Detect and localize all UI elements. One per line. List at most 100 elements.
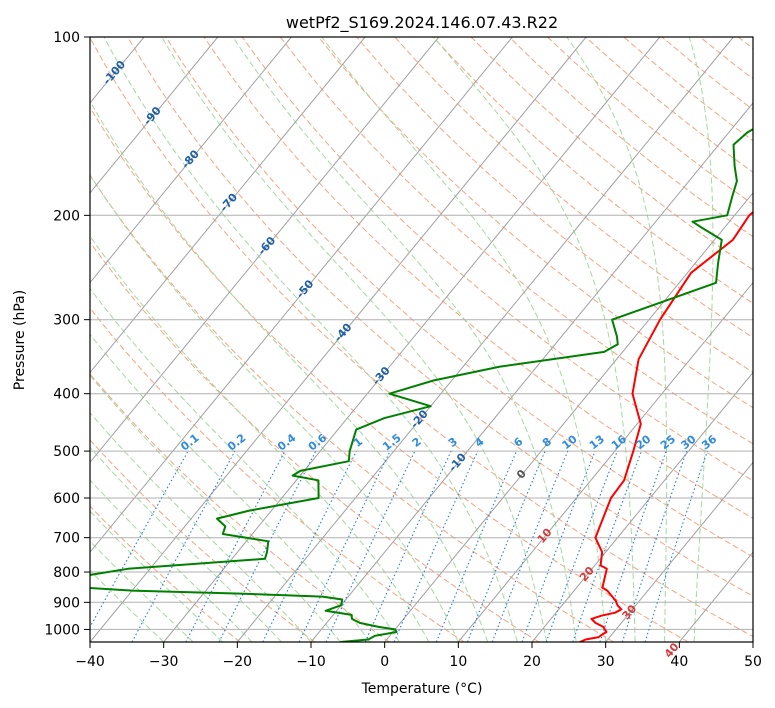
x-tick-label: 20 bbox=[523, 654, 541, 670]
x-tick-label: −30 bbox=[149, 654, 179, 670]
dry-adiabat bbox=[623, 37, 753, 142]
isotherm bbox=[752, 641, 753, 642]
y-tick-label: 200 bbox=[53, 208, 80, 224]
mixing-ratio-label: 30 bbox=[679, 432, 699, 452]
mixing-ratio-line bbox=[572, 450, 643, 642]
moist-adiabat bbox=[433, 37, 636, 642]
dry-adiabat bbox=[90, 241, 540, 642]
mixing-ratio-label: 16 bbox=[609, 432, 629, 452]
y-tick-label: 900 bbox=[53, 595, 80, 611]
y-axis-title: Pressure (hPa) bbox=[12, 290, 28, 390]
mixing-ratio-label: 20 bbox=[633, 432, 653, 452]
mixing-ratio-label: 0.2 bbox=[225, 431, 248, 453]
mixing-ratio-label: 2 bbox=[410, 435, 424, 450]
isotherm bbox=[310, 102, 753, 642]
y-tick-label: 100 bbox=[53, 30, 80, 46]
dry-adiabat bbox=[90, 439, 316, 642]
moist-adiabat bbox=[90, 100, 489, 642]
mixing-ratio-line bbox=[644, 450, 708, 642]
mixing-ratio-line bbox=[545, 450, 618, 642]
isotherm bbox=[90, 37, 513, 553]
isotherm bbox=[0, 37, 70, 642]
x-axis-title: Temperature (°C) bbox=[361, 681, 483, 697]
dry-adiabat bbox=[356, 37, 753, 373]
dry-adiabat bbox=[90, 307, 465, 642]
isotherm-label: -30 bbox=[370, 364, 393, 388]
x-tick-label: 0 bbox=[380, 654, 389, 670]
dry-adiabat bbox=[90, 505, 241, 642]
moist-adiabat bbox=[161, 37, 548, 642]
y-tick-label: 500 bbox=[53, 444, 80, 460]
label-layer: -100-90-80-70-60-50-40-30-20-10010203040… bbox=[100, 58, 719, 661]
dry-adiabat bbox=[699, 37, 753, 80]
mixing-ratio-line bbox=[185, 450, 286, 642]
isotherm bbox=[236, 37, 734, 642]
mixing-ratio-line bbox=[521, 450, 596, 642]
dry-adiabat bbox=[241, 37, 753, 482]
x-tick-label: 10 bbox=[449, 654, 467, 670]
mixing-ratio-label: 1.5 bbox=[380, 431, 403, 453]
isotherm-label: -40 bbox=[332, 321, 355, 345]
x-tick-label: −20 bbox=[223, 654, 253, 670]
dry-adiabat bbox=[280, 37, 753, 445]
x-axis: −40 −30 −20 −10 0 10 20 30 40 50 bbox=[75, 642, 762, 670]
mixing-ratio-label: 4 bbox=[473, 435, 487, 450]
dry-adiabat bbox=[470, 37, 753, 271]
isotherm bbox=[531, 371, 753, 642]
x-tick-label: 30 bbox=[597, 654, 615, 670]
dry-adiabat bbox=[432, 37, 753, 304]
x-tick-label: 50 bbox=[744, 654, 762, 670]
x-tick-label: −40 bbox=[75, 654, 105, 670]
mixing-ratio-line bbox=[218, 450, 317, 642]
moist-adiabat bbox=[90, 235, 430, 642]
grid-layer bbox=[0, 37, 753, 642]
moist-adiabat bbox=[688, 37, 714, 642]
mixing-ratio-label: 6 bbox=[511, 435, 525, 450]
mixing-ratio-line bbox=[262, 450, 357, 642]
dry-adiabat bbox=[547, 37, 753, 205]
isotherm bbox=[457, 281, 753, 642]
mixing-ratio-line bbox=[90, 450, 189, 629]
mixing-ratio-line bbox=[599, 450, 667, 642]
isotherm bbox=[90, 37, 587, 642]
mixing-ratio-line bbox=[621, 450, 688, 642]
isotherm bbox=[384, 192, 753, 642]
y-tick-label: 400 bbox=[53, 387, 80, 403]
dry-adiabat bbox=[203, 37, 753, 519]
mixing-ratio-line bbox=[435, 450, 518, 642]
dry-adiabat bbox=[90, 37, 753, 638]
mixing-ratio-label: 8 bbox=[540, 435, 554, 450]
moist-adiabat bbox=[90, 333, 371, 642]
mixing-ratio-line bbox=[393, 450, 479, 642]
dry-adiabat bbox=[90, 106, 689, 642]
y-axis: 1000 900 800 700 600 500 400 300 200 100 bbox=[44, 30, 90, 638]
y-tick-label: 700 bbox=[53, 531, 80, 547]
mixing-ratio-line bbox=[466, 450, 546, 642]
y-tick-label: 1000 bbox=[44, 622, 80, 638]
dry-adiabat bbox=[661, 37, 753, 111]
moist-adiabat bbox=[103, 37, 518, 642]
moist-adiabat bbox=[90, 446, 282, 642]
isotherm bbox=[90, 37, 440, 464]
dry-adiabat bbox=[508, 37, 753, 238]
moist-adiabat bbox=[90, 374, 341, 642]
moist-adiabat bbox=[321, 37, 607, 642]
isotherm-label: -70 bbox=[217, 191, 240, 215]
isotherm bbox=[90, 37, 292, 284]
y-tick-label: 300 bbox=[53, 313, 80, 329]
mixing-ratio-line bbox=[364, 450, 452, 642]
moist-adiabat bbox=[232, 37, 577, 642]
y-tick-label: 600 bbox=[53, 491, 80, 507]
x-tick-label: 40 bbox=[670, 654, 688, 670]
mixing-ratio-line bbox=[491, 450, 569, 642]
dry-adiabat bbox=[90, 174, 614, 642]
mixing-ratio-label: 0.1 bbox=[178, 431, 201, 453]
moist-adiabat bbox=[566, 37, 668, 642]
moist-adiabat bbox=[90, 174, 459, 642]
mixing-ratio-line bbox=[131, 450, 236, 642]
isotherm bbox=[90, 37, 366, 374]
mixing-ratio-label: 25 bbox=[658, 433, 678, 453]
moist-adiabat bbox=[90, 510, 223, 642]
curve-layer bbox=[90, 128, 753, 642]
